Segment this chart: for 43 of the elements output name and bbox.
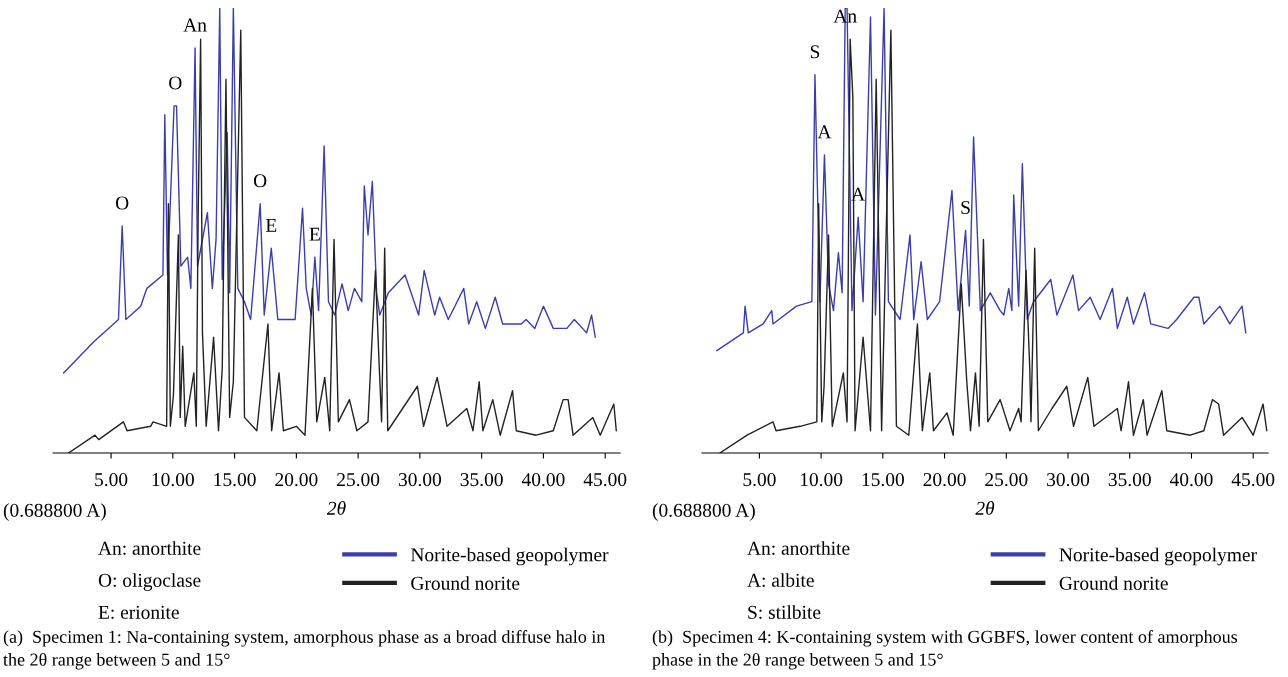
text: (0.688800 A): [652, 503, 755, 521]
x-axis-title: 2θ: [975, 501, 995, 515]
annotation: O: [253, 174, 267, 188]
legend-label: Ground norite: [411, 576, 520, 590]
x-tick-label: 40.00: [1169, 473, 1213, 487]
text: E: erionite: [98, 605, 179, 619]
x-tick-label: 5.00: [95, 473, 128, 487]
x-tick-label: 5.00: [743, 473, 776, 487]
annotation: O: [115, 196, 129, 210]
x-tick-label: 45.00: [1231, 473, 1275, 487]
x-tick-label: 10.00: [152, 473, 194, 487]
annotation: E: [265, 218, 277, 232]
x-axis-title: 2θ: [326, 501, 346, 515]
legend-label: Ground norite: [1059, 576, 1168, 590]
x-tick-label: 35.00: [1108, 473, 1151, 487]
x-tick-label: 45.00: [583, 473, 627, 487]
x-tick-label: 15.00: [862, 473, 904, 487]
x-tick-label: 40.00: [521, 473, 565, 487]
text: An: anorthite: [747, 541, 850, 555]
text: A: albite: [747, 573, 814, 587]
text: S: stilbite: [748, 605, 821, 619]
annotation: An: [183, 18, 207, 32]
x-tick-label: 20.00: [923, 473, 966, 487]
text: An: anorthite: [98, 541, 201, 555]
text: O: oligoclase: [98, 573, 201, 591]
text: (b) Specimen 4: K-containing system with GGBFS, lower content of amorphous phase in the 2θ range between 5 and 15°: [652, 630, 1238, 670]
x-tick-label: 20.00: [275, 473, 318, 487]
x-tick-label: 10.00: [800, 473, 843, 487]
annotation: A: [817, 125, 832, 139]
x-tick-label: 15.00: [214, 473, 256, 487]
text: (a) Specimen 1: Na-containing system, amorphous phase as a broad diffuse halo in the 2θ range between 5 and 15°: [3, 630, 606, 670]
x-tick-label: 30.00: [398, 473, 442, 487]
x-tick-label: 30.00: [1047, 473, 1090, 487]
annotation: S: [961, 200, 970, 215]
x-tick-label: 35.00: [460, 473, 503, 487]
x-tick-label: 25.00: [985, 473, 1028, 487]
annotation: S: [810, 45, 820, 59]
x-tick-label: 25.00: [337, 473, 380, 487]
annotation: E: [309, 227, 320, 241]
legend-label: Norite-based geopolymer: [1059, 547, 1257, 566]
annotation: O: [169, 76, 182, 90]
text: (0.688800 A): [3, 503, 106, 521]
legend-label: Norite-based geopolymer: [410, 547, 609, 566]
